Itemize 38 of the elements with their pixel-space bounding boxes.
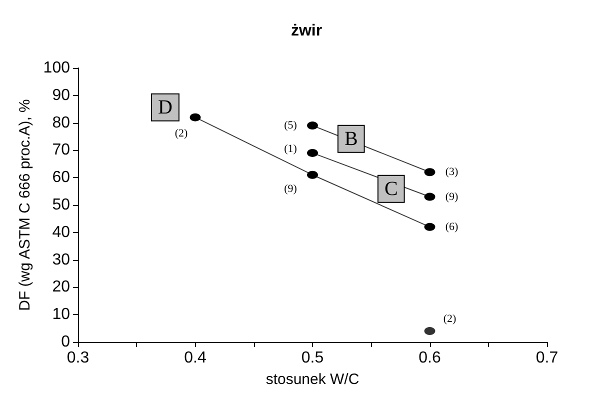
annotation: (9) <box>284 182 298 195</box>
annotation: (2) <box>174 127 188 140</box>
point <box>424 168 436 176</box>
annotation: (5) <box>284 120 298 132</box>
x-tick-label: 0.6 <box>418 350 441 366</box>
y-tick-label: 70 <box>52 142 70 159</box>
y-axis-title: DF (wg ASTM C 666 proc.A), % <box>16 99 34 311</box>
y-tick-label: 20 <box>52 278 70 296</box>
y-tick-label: 10 <box>52 306 70 324</box>
y-tick-label: 80 <box>52 114 70 132</box>
series-label: B <box>344 128 358 150</box>
x-tick-label: 0.5 <box>301 350 324 366</box>
annotation: (3) <box>445 166 458 178</box>
x-tick-label: 0.7 <box>536 350 558 366</box>
series-label: D <box>158 96 172 118</box>
y-tick-label: 30 <box>52 251 70 268</box>
annotation: (1) <box>284 142 298 155</box>
point <box>307 170 318 179</box>
chart-title: żwir <box>290 22 322 40</box>
x-tick-label: 0.3 <box>66 350 90 366</box>
y-tick-label: 60 <box>52 169 70 186</box>
point <box>307 122 318 130</box>
annotation: (6) <box>445 220 458 233</box>
y-tick-label: 50 <box>52 196 70 214</box>
point <box>424 222 436 231</box>
point <box>424 192 436 201</box>
annotation: (2) <box>443 313 456 326</box>
point <box>307 148 318 157</box>
y-tick-label: 0 <box>61 334 70 350</box>
series-label: C <box>384 178 398 200</box>
x-axis-title: stosunek W/C <box>266 371 360 388</box>
y-tick-label: 40 <box>52 224 70 241</box>
x-tick-label: 0.4 <box>184 350 206 366</box>
point <box>190 113 201 122</box>
y-tick-label: 100 <box>43 60 70 76</box>
point <box>424 327 436 336</box>
y-tick-label: 90 <box>52 86 70 104</box>
annotation: (9) <box>445 190 458 203</box>
